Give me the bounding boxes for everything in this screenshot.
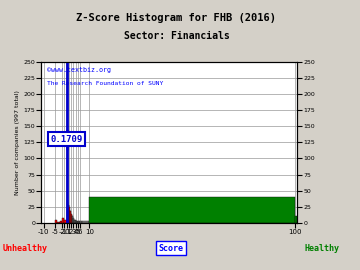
- Bar: [80, 221, 82, 223]
- Bar: [55, 220, 57, 223]
- Bar: [75, 220, 76, 223]
- Text: The Research Foundation of SUNY: The Research Foundation of SUNY: [46, 81, 163, 86]
- Bar: [78, 221, 79, 223]
- Bar: [89, 197, 295, 223]
- Text: Unhealthy: Unhealthy: [3, 244, 48, 253]
- Bar: [74, 219, 75, 223]
- Bar: [72, 216, 73, 223]
- Bar: [69, 207, 70, 223]
- Text: Healthy: Healthy: [305, 244, 340, 253]
- Bar: [64, 220, 67, 223]
- Text: Sector: Financials: Sector: Financials: [123, 31, 229, 41]
- Bar: [68, 205, 69, 223]
- Y-axis label: Number of companies (997 total): Number of companies (997 total): [15, 90, 21, 195]
- Text: 0.1709: 0.1709: [50, 135, 82, 144]
- Text: Score: Score: [158, 244, 184, 253]
- Bar: [76, 221, 77, 223]
- Bar: [71, 214, 72, 223]
- Bar: [70, 210, 71, 223]
- Bar: [79, 221, 80, 223]
- Bar: [62, 218, 64, 223]
- Bar: [295, 216, 297, 223]
- Text: Z-Score Histogram for FHB (2016): Z-Score Histogram for FHB (2016): [76, 12, 276, 23]
- Bar: [60, 221, 62, 223]
- Bar: [67, 200, 68, 223]
- Text: ©www.textbiz.org: ©www.textbiz.org: [46, 67, 111, 73]
- Bar: [57, 222, 60, 223]
- Bar: [82, 221, 89, 223]
- Bar: [73, 218, 74, 223]
- Bar: [77, 221, 78, 223]
